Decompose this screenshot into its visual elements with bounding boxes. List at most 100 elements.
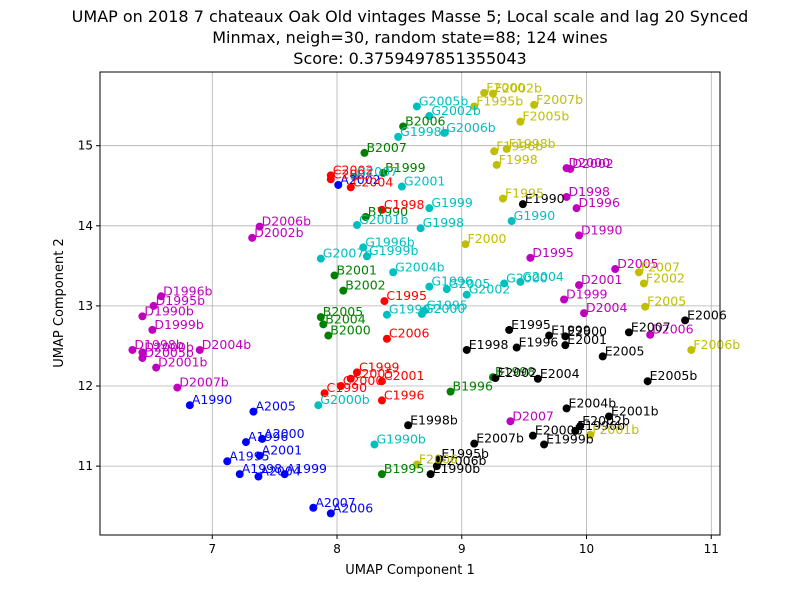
- point-label-D2005b: D2005b: [144, 345, 193, 360]
- point-label-C2002: C2002: [333, 162, 374, 177]
- data-point-B2000: [324, 331, 333, 340]
- data-point-G2002b: [425, 112, 434, 121]
- point-label-A1996: A1996: [248, 429, 288, 444]
- point-label-E2000b: E2000b: [535, 423, 583, 438]
- point-label-D1990b: D1990b: [144, 303, 193, 318]
- data-point-G2006b: [440, 128, 449, 137]
- data-point-G2001: [397, 182, 406, 191]
- point-label-F1995b: F1995b: [476, 93, 523, 108]
- point-label-G2006b: G2006b: [446, 120, 495, 135]
- point-label-D2000b: D2000b: [144, 339, 193, 354]
- x-tick-label: 11: [704, 542, 719, 556]
- point-label-A2001: A2001: [262, 443, 302, 458]
- data-point-G2004: [516, 277, 525, 286]
- data-point-E1995: [505, 325, 514, 334]
- point-label-G1998b: G1998b: [400, 124, 449, 139]
- point-label-F2006b: F2006b: [693, 337, 740, 352]
- data-point-D2007b: [173, 383, 182, 392]
- data-point-E2000: [561, 332, 570, 341]
- data-point-G1998: [416, 224, 425, 233]
- point-label-E2006: E2006: [687, 307, 727, 322]
- point-label-G1990: G1990: [389, 302, 431, 317]
- point-label-C2005: C2005: [353, 366, 394, 381]
- data-points: [128, 88, 696, 518]
- point-label-D2007b: D2007b: [179, 375, 228, 390]
- data-point-E2005b: [643, 377, 652, 386]
- y-tick-label: 11: [78, 459, 93, 473]
- data-point-E1999b: [540, 440, 549, 449]
- data-point-G2005: [442, 285, 451, 294]
- point-label-F2007: F2007: [641, 259, 680, 274]
- point-label-E1996: E1996: [519, 335, 559, 350]
- point-label-F2005: F2005: [647, 294, 686, 309]
- y-tick-label: 13: [78, 299, 93, 313]
- data-point-D1996: [572, 204, 581, 213]
- point-label-B1995: B1995: [384, 461, 424, 476]
- data-point-G2001b: [352, 220, 361, 229]
- data-point-G1990: [382, 310, 391, 319]
- data-point-F2002b: [488, 89, 497, 98]
- point-label-E1990b: E1990b: [433, 461, 481, 476]
- point-label-E2002b: E2002b: [582, 413, 630, 428]
- point-label-E1999: E1999: [551, 323, 591, 338]
- point-label-E2006b: E2006b: [439, 453, 487, 468]
- x-tick-label: 7: [208, 542, 216, 556]
- data-point-B2006: [399, 122, 408, 131]
- point-label-F2002b: F2002b: [495, 81, 542, 96]
- data-point-G2004b: [389, 268, 398, 277]
- data-point-D1999b: [148, 325, 157, 334]
- x-axis-label: UMAP Component 1: [345, 563, 474, 578]
- point-label-A2000: A2000: [264, 426, 304, 441]
- data-point-E1990b: [426, 470, 435, 479]
- data-point-E2006: [681, 316, 690, 325]
- point-label-B2005: B2005: [323, 304, 363, 319]
- data-point-F2005b: [516, 117, 525, 126]
- data-point-G1999: [425, 204, 434, 213]
- title-line-1: UMAP on 2018 7 chateaux Oak Old vintages…: [72, 7, 749, 26]
- point-label-D1999b: D1999b: [154, 317, 203, 332]
- point-label-C2007: C2007: [333, 166, 374, 181]
- data-point-E2004: [533, 374, 542, 383]
- data-point-G1999b: [362, 252, 371, 261]
- data-point-G2002: [462, 290, 471, 299]
- point-label-D1996b: D1996b: [163, 283, 212, 298]
- data-point-E2004b: [562, 404, 571, 413]
- point-label-F2001b: F2001b: [592, 422, 639, 437]
- point-label-B1990: B1990: [368, 204, 408, 219]
- data-point-A2000: [258, 434, 267, 443]
- chart-title: UMAP on 2018 7 chateaux Oak Old vintages…: [72, 7, 749, 68]
- point-label-D2002b: D2002b: [254, 225, 303, 240]
- data-point-E2007b: [470, 439, 479, 448]
- point-label-A1990: A1990: [192, 392, 232, 407]
- data-point-D2002b: [248, 233, 257, 242]
- point-label-D1995: D1995: [532, 245, 573, 260]
- data-point-B2001: [330, 271, 339, 280]
- data-point-G1996: [425, 282, 434, 291]
- point-label-G2000: G2000: [506, 270, 548, 285]
- data-point-F2006: [412, 460, 421, 469]
- data-point-C1999: [352, 368, 361, 377]
- point-label-G2002: G2002: [469, 282, 511, 297]
- point-label-D1996: D1996: [579, 195, 620, 210]
- data-point-B2002: [339, 286, 348, 295]
- data-point-D2000b: [138, 348, 147, 357]
- point-label-E2001b: E2001b: [611, 403, 659, 418]
- data-point-A2004: [254, 472, 263, 481]
- point-label-A1999: A1999: [287, 461, 327, 476]
- data-point-D2007: [506, 417, 515, 426]
- data-point-C1998: [377, 205, 386, 214]
- point-label-G2002b: G2002b: [431, 103, 480, 118]
- point-label-E1995: E1995: [511, 317, 551, 332]
- data-point-F2001b: [586, 430, 595, 439]
- point-label-D2007: D2007: [512, 408, 553, 423]
- point-label-E1996b: E1996b: [577, 418, 625, 433]
- point-label-G1990b: G1990b: [376, 431, 425, 446]
- point-label-G2000b: G2000b: [320, 392, 369, 407]
- title-line-2: Minmax, neigh=30, random state=88; 124 w…: [212, 28, 607, 47]
- data-point-A2001: [255, 451, 264, 460]
- data-point-C2005: [346, 374, 355, 383]
- data-point-E2002: [491, 373, 500, 382]
- y-axis-label: UMAP Component 2: [52, 238, 67, 367]
- data-point-A1999: [280, 470, 289, 479]
- data-point-D1995: [526, 253, 535, 262]
